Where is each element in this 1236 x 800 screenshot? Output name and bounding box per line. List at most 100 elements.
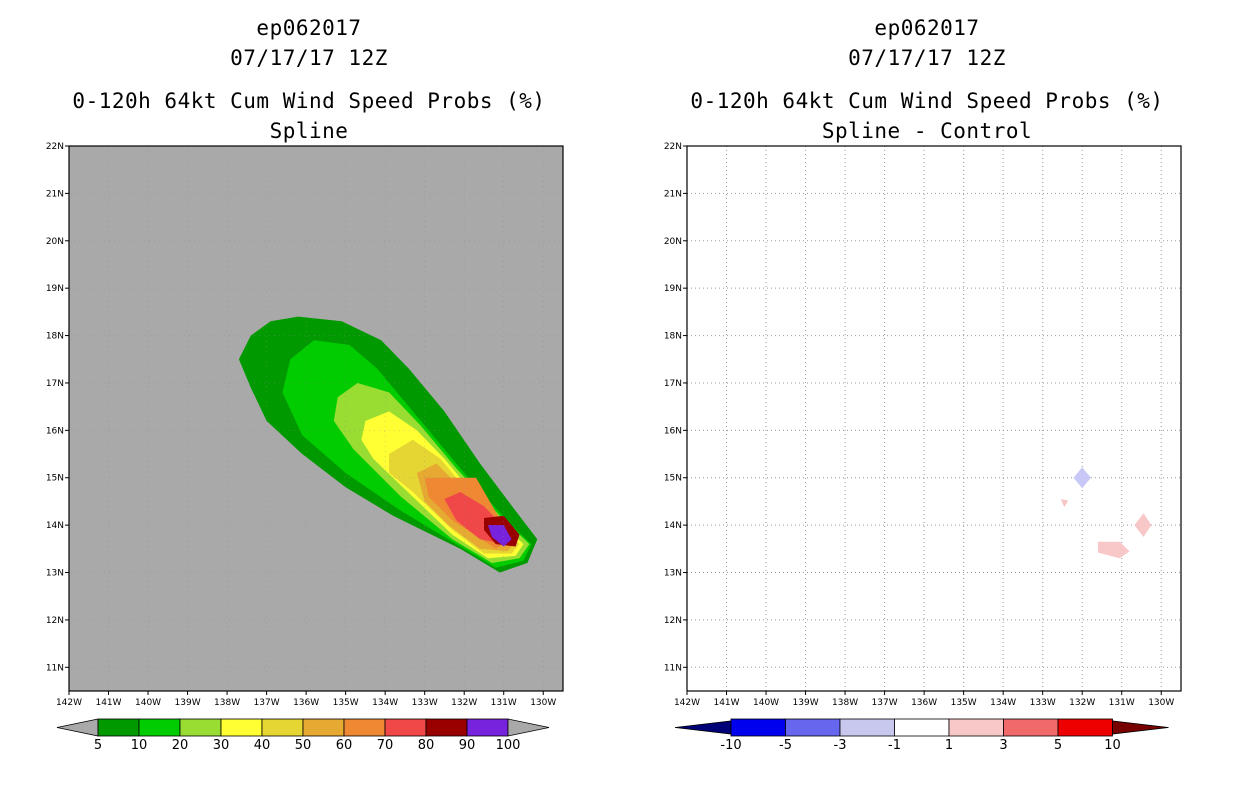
colorbar-label: 90 xyxy=(459,738,476,753)
x-tick-label: 142W xyxy=(56,698,82,708)
colorbar-swatch xyxy=(179,718,222,737)
x-tick-label: 133W xyxy=(1030,698,1056,708)
y-tick-label: 19N xyxy=(664,284,682,294)
plot-background xyxy=(687,146,1181,691)
x-tick-label: 130W xyxy=(530,698,556,708)
storm-id-title: ep062017 xyxy=(874,16,980,40)
colorbar-swatch xyxy=(97,718,140,737)
x-tick-label: 141W xyxy=(713,698,739,708)
colorbar-left-arrow xyxy=(674,720,732,735)
contour-level-1 xyxy=(1134,513,1152,537)
datetime-title: 07/17/17 12Z xyxy=(230,46,388,70)
x-tick-label: 132W xyxy=(451,698,477,708)
colorbar-label: 50 xyxy=(295,738,312,753)
colorbar-label: -1 xyxy=(888,738,901,753)
colorbar-label: 60 xyxy=(336,738,353,753)
y-tick-label: 11N xyxy=(46,663,64,673)
x-tick-label: 137W xyxy=(872,698,898,708)
colorbar-swatch xyxy=(425,718,468,737)
colorbar-swatch xyxy=(466,718,509,737)
colorbar-swatch xyxy=(1003,718,1059,737)
colorbar-label: 70 xyxy=(377,738,394,753)
x-tick-label: 137W xyxy=(254,698,280,708)
x-tick-label: 134W xyxy=(990,698,1016,708)
colorbar-label: 10 xyxy=(1104,738,1121,753)
y-tick-label: 15N xyxy=(46,474,64,484)
contour-level-minus1 xyxy=(1073,467,1091,489)
x-tick-label: 134W xyxy=(372,698,398,708)
x-tick-label: 130W xyxy=(1148,698,1174,708)
colorbar-swatch xyxy=(894,718,950,737)
colorbar-label: 40 xyxy=(254,738,271,753)
colorbar-label: -10 xyxy=(720,738,741,753)
x-tick-label: 139W xyxy=(793,698,819,708)
x-tick-label: 131W xyxy=(1109,698,1135,708)
x-tick-label: 140W xyxy=(753,698,779,708)
plot-frame xyxy=(68,145,564,692)
colorbar-swatch xyxy=(839,718,895,737)
y-tick-label: 17N xyxy=(664,379,682,389)
y-tick-label: 18N xyxy=(46,332,64,342)
colorbar-swatch xyxy=(730,718,786,737)
y-tick-label: 14N xyxy=(46,521,64,531)
colorbar-swatch xyxy=(261,718,304,737)
chart-title: 0-120h 64kt Cum Wind Speed Probs (%) xyxy=(72,89,546,113)
x-tick-label: 139W xyxy=(175,698,201,708)
y-tick-label: 21N xyxy=(46,189,64,199)
chart-subtitle: Spline - Control xyxy=(821,119,1033,143)
y-tick-label: 14N xyxy=(664,521,682,531)
x-tick-label: 138W xyxy=(832,698,858,708)
x-tick-label: 141W xyxy=(95,698,121,708)
x-tick-label: 142W xyxy=(674,698,700,708)
contour-level-90 xyxy=(487,525,512,547)
colorbar-swatch xyxy=(220,718,263,737)
y-tick-label: 16N xyxy=(46,426,64,436)
colorbar-label: 80 xyxy=(418,738,435,753)
colorbar-label: -5 xyxy=(779,738,792,753)
colorbar-label: 5 xyxy=(1054,738,1062,753)
colorbar-label: 30 xyxy=(213,738,230,753)
y-tick-label: 15N xyxy=(664,474,682,484)
datetime-title: 07/17/17 12Z xyxy=(848,46,1006,70)
colorbar-swatch xyxy=(343,718,386,737)
y-tick-label: 16N xyxy=(664,426,682,436)
x-tick-label: 136W xyxy=(293,698,319,708)
y-tick-label: 12N xyxy=(664,616,682,626)
colorbar-label: 100 xyxy=(496,738,521,753)
x-tick-label: 132W xyxy=(1069,698,1095,708)
y-tick-label: 22N xyxy=(664,142,682,152)
x-tick-label: 135W xyxy=(333,698,359,708)
colorbar-label: 3 xyxy=(999,738,1007,753)
x-tick-label: 131W xyxy=(491,698,517,708)
contour-level-1 xyxy=(1060,499,1069,508)
colorbar-label: -3 xyxy=(834,738,847,753)
colorbar-swatch xyxy=(1057,718,1113,737)
colorbar-label: 10 xyxy=(131,738,148,753)
x-tick-label: 133W xyxy=(412,698,438,708)
chart-subtitle: Spline xyxy=(269,119,349,143)
x-tick-label: 138W xyxy=(214,698,240,708)
y-tick-label: 11N xyxy=(664,663,682,673)
colorbar-swatch xyxy=(384,718,427,737)
colorbar-label: 5 xyxy=(94,738,102,753)
left-panel: ep062017 07/17/17 12Z 0-120h 64kt Cum Wi… xyxy=(46,16,564,753)
y-tick-label: 22N xyxy=(46,142,64,152)
colorbar-left-arrow xyxy=(56,718,99,737)
colorbar-swatch xyxy=(948,718,1004,737)
y-tick-label: 19N xyxy=(46,284,64,294)
colorbar-label: 20 xyxy=(172,738,189,753)
spline-minus-control-map: 142W 141W 140W 139W 138W 137W 136W 135W 134W 133W… xyxy=(664,142,1182,753)
chart-title: 0-120h 64kt Cum Wind Speed Probs (%) xyxy=(690,89,1164,113)
y-tick-label: 13N xyxy=(46,569,64,579)
colorbar-right-arrow xyxy=(507,718,550,737)
y-tick-label: 21N xyxy=(664,189,682,199)
colorbar-swatch xyxy=(302,718,345,737)
x-tick-label: 140W xyxy=(135,698,161,708)
colorbar-swatch xyxy=(138,718,181,737)
y-tick-label: 12N xyxy=(46,616,64,626)
right-panel: ep062017 07/17/17 12Z 0-120h 64kt Cum Wi… xyxy=(618,0,1236,800)
y-tick-label: 13N xyxy=(664,569,682,579)
colorbar-right-arrow xyxy=(1112,720,1169,735)
colorbar-swatch xyxy=(785,718,841,737)
spline-prob-map: 142W 141W 140W 139W 138W 137W 136W 135W 134W 133W… xyxy=(46,142,564,753)
